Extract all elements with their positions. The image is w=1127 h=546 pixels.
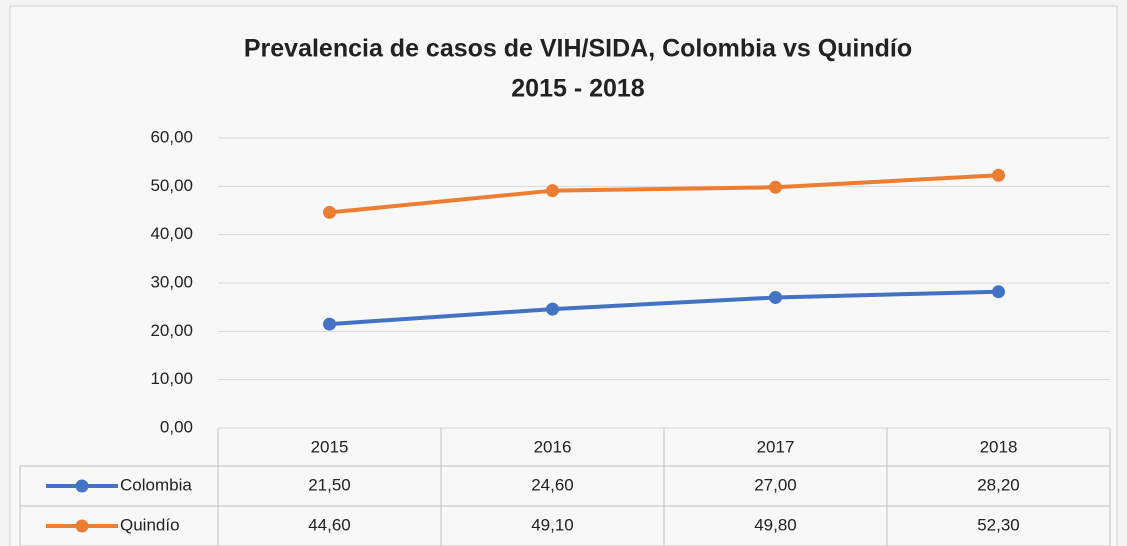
legend-marker xyxy=(75,479,89,493)
point xyxy=(769,180,782,194)
point xyxy=(546,184,559,198)
y-tick-label: 20,00 xyxy=(150,321,193,340)
y-tick-label: 60,00 xyxy=(150,127,193,146)
table-value: 44,60 xyxy=(308,515,351,534)
point xyxy=(992,168,1005,182)
y-tick-label: 0,00 xyxy=(160,417,193,436)
legend-label: Colombia xyxy=(120,475,192,494)
y-tick-label: 10,00 xyxy=(150,369,193,388)
point xyxy=(769,291,782,304)
table-value: 52,30 xyxy=(977,515,1020,534)
table-value: 49,80 xyxy=(754,515,797,534)
x-tick-label: 2016 xyxy=(534,437,572,456)
x-tick-label: 2015 xyxy=(311,437,349,456)
y-tick-label: 50,00 xyxy=(150,176,193,195)
point xyxy=(992,285,1005,299)
chart-subtitle: 2015 - 2018 xyxy=(511,75,645,103)
x-tick-label: 2018 xyxy=(980,437,1018,456)
table-value: 28,20 xyxy=(977,475,1020,494)
point xyxy=(546,302,559,316)
legend-label: Quindío xyxy=(120,515,180,534)
series-line xyxy=(329,289,999,327)
table-value: 49,10 xyxy=(531,515,574,534)
chart-title: Prevalencia de casos de VIH/SIDA, Colomb… xyxy=(244,35,912,63)
legend-marker xyxy=(75,519,89,533)
table-value: 24,60 xyxy=(531,475,574,494)
series-line xyxy=(329,173,999,215)
table-value: 27,00 xyxy=(754,475,797,494)
table-value: 21,50 xyxy=(308,475,351,494)
x-tick-label: 2017 xyxy=(757,437,795,456)
y-tick-label: 30,00 xyxy=(150,272,193,291)
point xyxy=(323,205,336,219)
point xyxy=(323,317,336,331)
y-tick-label: 40,00 xyxy=(150,224,193,243)
chart-frame xyxy=(9,5,1118,546)
